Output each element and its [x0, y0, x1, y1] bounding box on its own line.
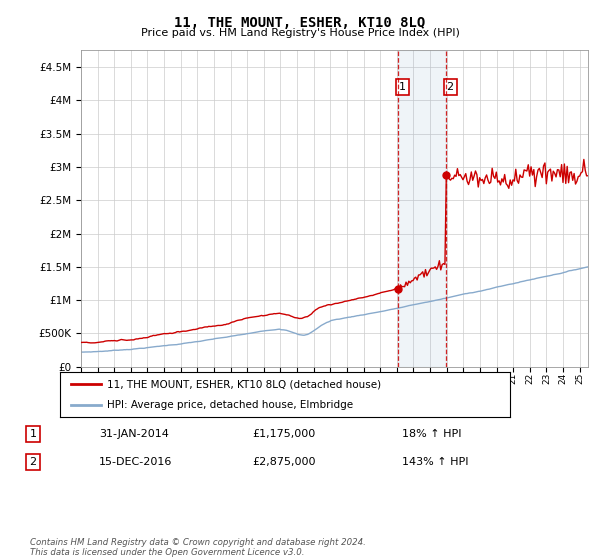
Text: 15-DEC-2016: 15-DEC-2016	[99, 457, 172, 467]
Text: Price paid vs. HM Land Registry's House Price Index (HPI): Price paid vs. HM Land Registry's House …	[140, 28, 460, 38]
Text: 1: 1	[399, 82, 406, 92]
Text: 2: 2	[29, 457, 37, 467]
Text: 2: 2	[446, 82, 454, 92]
Text: 11, THE MOUNT, ESHER, KT10 8LQ (detached house): 11, THE MOUNT, ESHER, KT10 8LQ (detached…	[107, 380, 382, 390]
Text: Contains HM Land Registry data © Crown copyright and database right 2024.
This d: Contains HM Land Registry data © Crown c…	[30, 538, 366, 557]
Text: £2,875,000: £2,875,000	[252, 457, 316, 467]
Text: HPI: Average price, detached house, Elmbridge: HPI: Average price, detached house, Elmb…	[107, 400, 353, 410]
Text: 143% ↑ HPI: 143% ↑ HPI	[402, 457, 469, 467]
Bar	[398, 50, 446, 367]
Text: 1: 1	[29, 429, 37, 439]
Text: 11, THE MOUNT, ESHER, KT10 8LQ: 11, THE MOUNT, ESHER, KT10 8LQ	[175, 16, 425, 30]
Text: 18% ↑ HPI: 18% ↑ HPI	[402, 429, 461, 439]
Text: £1,175,000: £1,175,000	[252, 429, 315, 439]
Text: 31-JAN-2014: 31-JAN-2014	[99, 429, 169, 439]
